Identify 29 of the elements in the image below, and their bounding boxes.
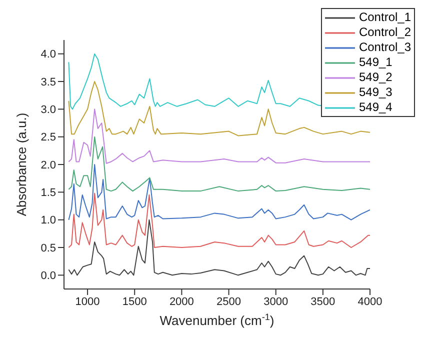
line-series	[68, 192, 370, 248]
legend-label: 549_4	[358, 100, 392, 115]
x-tick-label: 3000	[264, 296, 288, 308]
x-tick-label: 4000	[358, 296, 382, 308]
legend-label: 549_2	[358, 70, 392, 85]
y-tick-label: 2.0	[40, 159, 56, 172]
x-tick-label: 1000	[75, 296, 100, 308]
legend-label: 549_3	[358, 85, 392, 100]
y-tick-label: 2.5	[40, 132, 56, 144]
legend-label: Control_2	[358, 25, 411, 40]
x-tick-label: 2000	[169, 296, 194, 308]
x-tick-label: 1500	[122, 296, 147, 308]
y-tick-label: 3.0	[40, 104, 56, 116]
legend-label: 549_1	[358, 55, 392, 70]
legend-label: Control_3	[358, 40, 411, 55]
y-tick-label: 3.5	[40, 76, 56, 88]
x-axis-title: Wavenumber (cm$^{-1}$)	[160, 312, 274, 328]
legend-label: Control_1	[358, 10, 411, 25]
line-series	[68, 164, 370, 220]
x-tick-label: 2500	[216, 296, 242, 308]
y-tick-label: 1.5	[40, 187, 56, 200]
y-tick-label: 4.0	[40, 48, 56, 61]
x-tick-label: 3500	[310, 296, 336, 308]
line-series	[68, 219, 370, 276]
y-tick-label: 1.0	[40, 214, 56, 227]
line-series	[68, 136, 370, 192]
y-axis-title: Absorbance (a.u.)	[14, 112, 29, 216]
y-tick-label: 0.5	[40, 242, 56, 254]
y-tick-label: 0.0	[40, 270, 56, 282]
